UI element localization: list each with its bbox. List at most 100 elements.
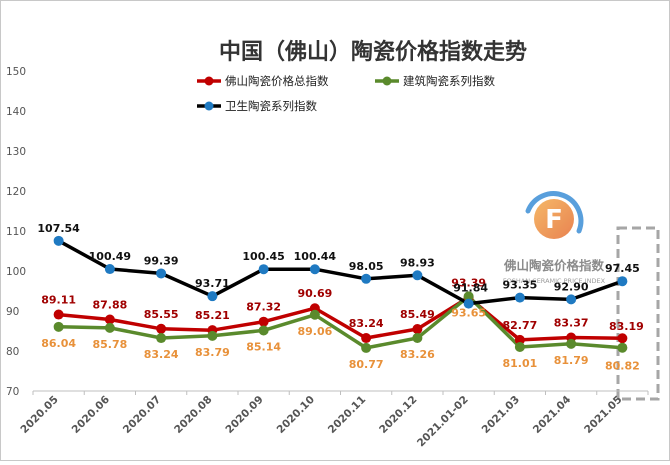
data-point-jianzhu [156, 333, 167, 344]
data-label-foshan: 93.39 [451, 276, 486, 289]
data-point-jianzhu [463, 291, 474, 302]
data-point-weisheng [53, 235, 64, 246]
data-point-jianzhu [258, 325, 269, 336]
data-point-weisheng [361, 273, 372, 284]
x-tick-label: 2021.05 [582, 394, 624, 436]
data-point-jianzhu [207, 330, 218, 341]
x-tick-label: 2020.06 [70, 394, 112, 436]
data-label-foshan: 85.21 [195, 309, 230, 322]
y-tick-label: 70 [6, 386, 19, 398]
highlight-box-2021-05 [616, 226, 660, 401]
y-tick-label: 150 [6, 66, 26, 78]
data-point-weisheng [412, 270, 423, 281]
data-label-jianzhu: 83.79 [195, 346, 230, 359]
data-point-jianzhu [566, 338, 577, 349]
data-label-jianzhu: 86.04 [41, 337, 76, 350]
data-label-foshan: 89.11 [41, 294, 76, 307]
data-label-weisheng: 97.45 [605, 262, 640, 275]
y-tick-label: 140 [6, 106, 26, 118]
watermark-subtitle: FOSHAN CERAMIC PRICE INDEX [503, 277, 606, 285]
y-tick-label: 130 [6, 146, 26, 158]
data-point-foshan [53, 309, 64, 320]
data-label-weisheng: 92.90 [554, 280, 589, 293]
data-point-foshan [361, 333, 372, 344]
x-tick-label: 2020.07 [121, 394, 163, 436]
data-label-jianzhu: 85.14 [246, 340, 281, 353]
data-label-foshan: 82.77 [502, 319, 537, 332]
data-label-jianzhu: 83.26 [400, 348, 435, 361]
x-tick-label: 2021.03 [480, 394, 522, 436]
chart-title: 中国（佛山）陶瓷价格指数走势 [219, 39, 527, 65]
data-point-jianzhu [309, 309, 320, 320]
watermark-name: 佛山陶瓷价格指数 [503, 258, 605, 273]
data-label-weisheng: 98.05 [349, 260, 384, 273]
data-point-weisheng [309, 264, 320, 275]
data-point-jianzhu [53, 321, 64, 332]
y-tick-label: 120 [6, 186, 26, 198]
series-line-jianzhu [58, 294, 623, 350]
legend-marker-weisheng [204, 101, 214, 111]
x-tick-label: 2021.01-02 [415, 394, 471, 450]
y-tick-label: 100 [6, 266, 26, 278]
x-tick-label: 2020.08 [172, 394, 214, 436]
data-label-foshan: 87.32 [246, 301, 281, 314]
data-point-foshan [412, 324, 423, 335]
series-layer [53, 235, 628, 353]
watermark-logo-swoosh [525, 191, 584, 234]
data-point-foshan [104, 314, 115, 325]
x-tick-label: 2020.05 [18, 394, 60, 436]
data-point-jianzhu [514, 341, 525, 352]
data-point-weisheng [258, 264, 269, 275]
x-tick-label: 2020.09 [223, 394, 265, 436]
data-point-weisheng [207, 291, 218, 302]
data-label-jianzhu: 89.06 [297, 325, 332, 338]
data-point-weisheng [104, 264, 115, 275]
x-tick-label: 2020.11 [326, 394, 368, 436]
legend-label-jianzhu: 建筑陶瓷系列指数 [403, 74, 495, 88]
legend-label-foshan: 佛山陶瓷价格总指数 [225, 74, 329, 88]
data-label-foshan: 83.37 [554, 317, 589, 330]
data-point-foshan [514, 334, 525, 345]
data-point-jianzhu [361, 342, 372, 353]
data-label-weisheng: 100.45 [242, 250, 284, 263]
data-label-weisheng: 93.35 [502, 279, 537, 292]
data-point-weisheng [617, 276, 628, 287]
data-point-jianzhu [412, 332, 423, 343]
data-label-foshan: 87.88 [92, 298, 127, 311]
data-label-weisheng: 100.49 [89, 250, 131, 263]
data-point-foshan [156, 323, 167, 334]
y-tick-label: 90 [6, 306, 19, 318]
data-label-foshan: 83.19 [609, 320, 644, 333]
data-label-foshan: 83.24 [349, 317, 384, 330]
data-label-jianzhu: 81.79 [554, 354, 589, 367]
x-tick-label: 2021.04 [531, 394, 573, 436]
series-line-foshan [58, 295, 623, 342]
data-point-weisheng [566, 294, 577, 305]
data-label-foshan: 85.49 [400, 308, 435, 321]
data-label-weisheng: 99.39 [144, 254, 179, 267]
data-label-foshan: 90.69 [297, 287, 332, 300]
data-point-foshan [617, 333, 628, 344]
data-label-weisheng: 93.71 [195, 277, 230, 290]
legend-label-weisheng: 卫生陶瓷系列指数 [225, 99, 317, 113]
series-line-weisheng [57, 239, 623, 306]
data-label-jianzhu: 80.82 [605, 360, 640, 373]
watermark-logo-disc [534, 199, 574, 239]
data-label-weisheng: 107.54 [37, 222, 80, 235]
legend-marker-jianzhu [382, 76, 392, 86]
data-point-jianzhu [617, 342, 628, 353]
watermark-logo-letter: F [545, 205, 563, 235]
y-tick-label: 80 [6, 346, 19, 358]
data-labels: 89.11 87.88 85.55 85.21 87.32 90.69 83.24 85.49… [37, 222, 643, 373]
data-label-weisheng: 91.84 [453, 282, 488, 295]
legend-marker-foshan [204, 76, 214, 86]
x-tick-label: 2020.10 [275, 394, 317, 436]
data-point-weisheng [463, 298, 474, 309]
y-tick-label: 110 [6, 226, 26, 238]
data-point-weisheng [156, 268, 167, 279]
data-label-weisheng: 100.44 [294, 250, 337, 263]
data-label-weisheng: 98.93 [400, 256, 435, 269]
